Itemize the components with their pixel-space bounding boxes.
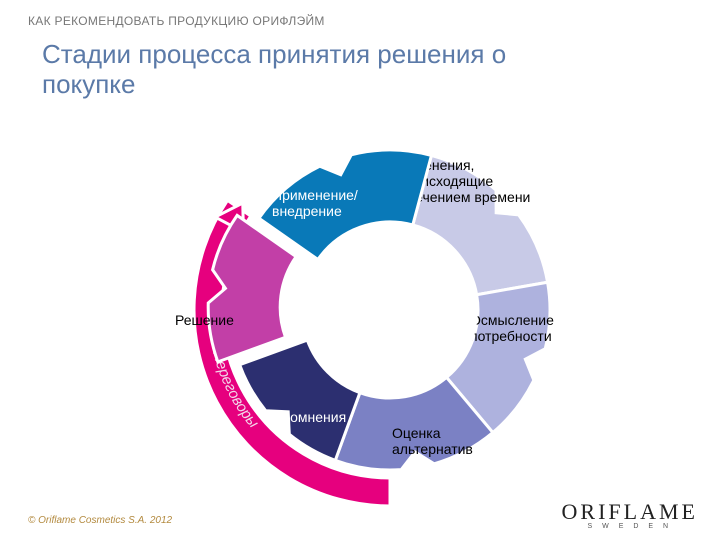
segment-decision: Решение: [175, 215, 296, 361]
segment-label-decision: Решение: [175, 312, 234, 328]
page-title: Стадии процесса принятия решения о покуп…: [42, 40, 562, 100]
cycle-diagram: ПереговорыИзменения,происходящиес течени…: [110, 110, 650, 510]
logo-brand: ORIFLAME: [562, 499, 698, 525]
segment-label-need: Осмыслениепотребности: [470, 312, 554, 344]
segment-label-doubts: Сомнения: [280, 409, 346, 425]
inner-circle: [302, 222, 478, 398]
brand-logo: ORIFLAME S W E D E N: [562, 499, 698, 530]
eyebrow: КАК РЕКОМЕНДОВАТЬ ПРОДУКЦИЮ ОРИФЛЭЙМ: [28, 14, 325, 28]
copyright: © Oriflame Cosmetics S.A. 2012: [28, 515, 172, 526]
